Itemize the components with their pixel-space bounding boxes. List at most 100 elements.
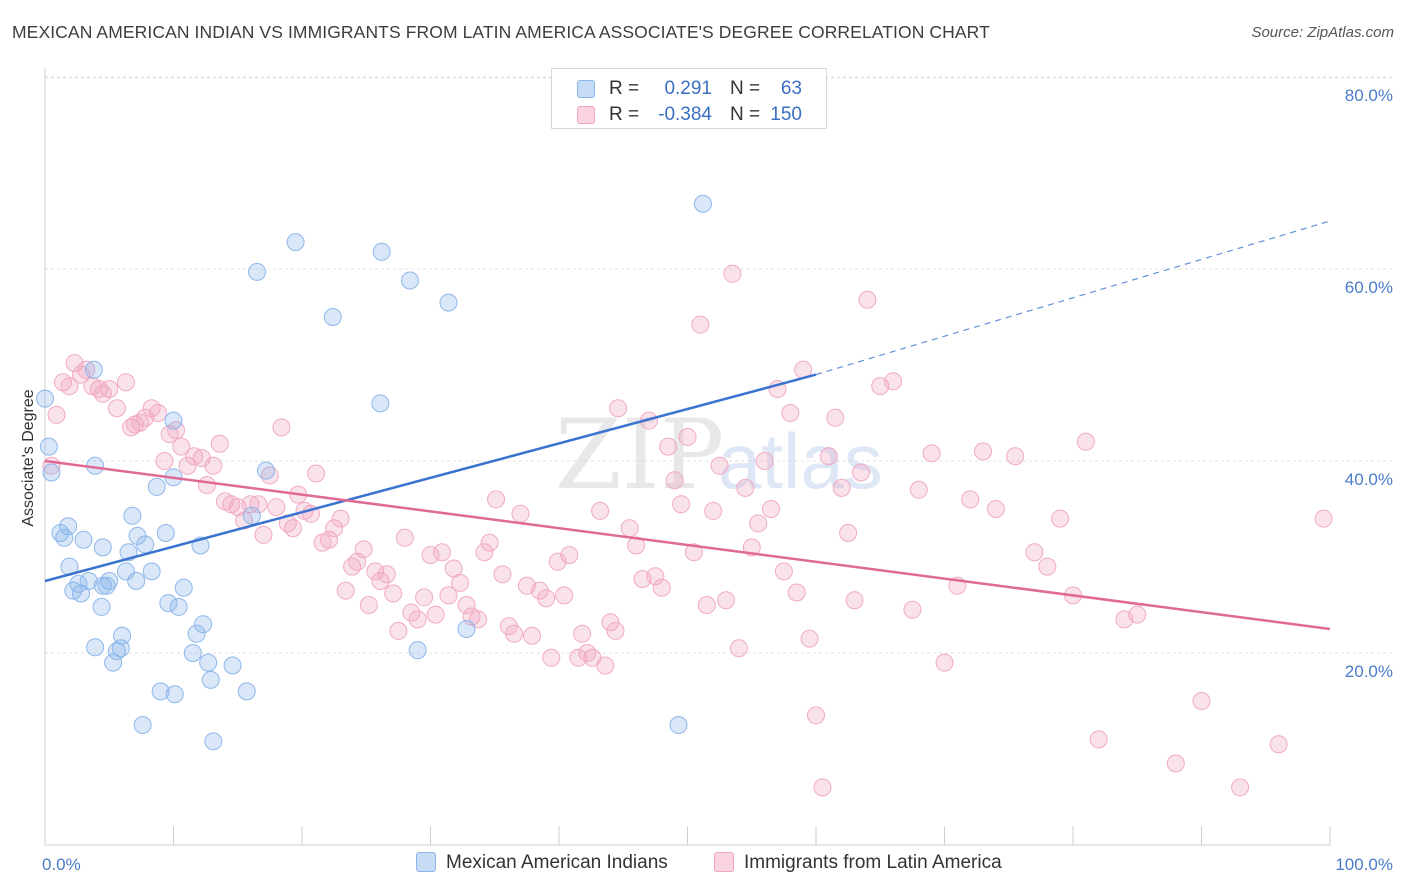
data-point bbox=[986, 500, 1005, 518]
data-point bbox=[47, 405, 66, 424]
data-point bbox=[249, 495, 268, 514]
correlation-legend: R = 0.291 N = 63 R = -0.384 N = 150 bbox=[551, 68, 827, 129]
data-point bbox=[511, 504, 530, 523]
data-point bbox=[832, 478, 851, 497]
data-point bbox=[609, 399, 628, 418]
data-point bbox=[426, 605, 445, 624]
data-point bbox=[560, 546, 579, 565]
data-point bbox=[1089, 730, 1108, 749]
data-point bbox=[669, 716, 688, 734]
legend-n-value: 63 bbox=[780, 78, 802, 99]
data-point bbox=[1166, 754, 1185, 773]
legend-swatch-pink bbox=[714, 852, 734, 872]
data-point bbox=[601, 613, 620, 632]
data-point bbox=[548, 552, 567, 571]
watermark: ZIP atlas bbox=[555, 399, 883, 511]
data-point bbox=[371, 394, 390, 413]
legend-n-label: N = bbox=[730, 78, 761, 99]
data-point bbox=[505, 624, 524, 643]
data-point bbox=[439, 586, 458, 605]
data-point bbox=[372, 242, 391, 261]
trend-lines bbox=[44, 220, 1331, 631]
data-point bbox=[762, 500, 781, 518]
data-point bbox=[79, 572, 98, 590]
data-point bbox=[1051, 509, 1070, 528]
legend-r-label: R = bbox=[609, 104, 640, 125]
data-point bbox=[93, 538, 112, 557]
data-point bbox=[331, 509, 350, 528]
data-point bbox=[164, 411, 183, 430]
data-point bbox=[697, 596, 716, 614]
data-point bbox=[159, 594, 178, 613]
legend-n-label: N = bbox=[730, 104, 761, 125]
data-point bbox=[596, 656, 615, 675]
watermark-zip: ZIP bbox=[555, 399, 724, 511]
data-point bbox=[133, 716, 152, 734]
trend-line-blue-projection bbox=[815, 220, 1331, 376]
data-point bbox=[573, 624, 592, 643]
data-point bbox=[39, 437, 58, 456]
data-point bbox=[819, 447, 838, 466]
data-point bbox=[272, 418, 291, 437]
data-point bbox=[749, 514, 768, 533]
data-point bbox=[319, 530, 338, 549]
data-point bbox=[961, 490, 980, 509]
data-point bbox=[800, 629, 819, 648]
data-point bbox=[627, 536, 646, 555]
data-point bbox=[194, 615, 213, 634]
data-point bbox=[325, 519, 344, 538]
series-immigrants-points bbox=[42, 264, 1333, 797]
data-point bbox=[377, 565, 396, 584]
y-tick-labels: 20.0% 40.0% 60.0% 80.0% bbox=[1345, 86, 1393, 681]
data-point bbox=[439, 293, 458, 312]
data-point bbox=[569, 648, 588, 667]
data-point bbox=[354, 540, 373, 559]
data-point bbox=[537, 589, 556, 608]
data-point bbox=[100, 380, 119, 398]
data-point bbox=[60, 377, 79, 396]
data-point bbox=[371, 572, 390, 590]
data-point bbox=[267, 498, 286, 517]
data-point bbox=[59, 517, 78, 536]
data-point bbox=[187, 624, 206, 643]
data-point bbox=[286, 233, 305, 252]
data-point bbox=[652, 578, 671, 597]
data-point bbox=[284, 519, 303, 538]
data-point bbox=[201, 670, 220, 689]
data-point bbox=[1006, 447, 1025, 466]
data-point bbox=[457, 620, 476, 638]
data-point bbox=[487, 490, 506, 509]
source-label: Source: ZipAtlas.com bbox=[1251, 24, 1394, 41]
data-point bbox=[155, 452, 174, 470]
y-axis-label: Associate's Degree bbox=[20, 389, 37, 526]
data-point bbox=[204, 456, 223, 475]
data-point bbox=[736, 478, 755, 497]
data-point bbox=[620, 519, 639, 538]
data-point bbox=[147, 477, 166, 496]
data-point bbox=[591, 501, 610, 520]
data-point bbox=[542, 648, 561, 667]
data-point bbox=[1269, 735, 1288, 754]
data-point bbox=[672, 495, 691, 514]
data-point bbox=[92, 597, 111, 616]
data-point bbox=[366, 562, 385, 581]
trend-line-blue bbox=[44, 373, 817, 583]
data-point bbox=[65, 354, 84, 373]
data-point bbox=[693, 194, 712, 213]
data-point bbox=[400, 271, 419, 290]
data-point bbox=[254, 525, 273, 544]
data-point bbox=[248, 262, 267, 281]
legend-r-value: 0.291 bbox=[664, 78, 712, 99]
data-point bbox=[113, 626, 132, 645]
data-point bbox=[100, 572, 119, 590]
x-tick-label: 0.0% bbox=[42, 855, 81, 874]
series-mexican-american-indians-points bbox=[36, 194, 712, 751]
axes bbox=[44, 68, 1331, 846]
data-point bbox=[241, 495, 260, 514]
y-tick-label: 60.0% bbox=[1345, 278, 1393, 297]
data-point bbox=[257, 461, 276, 480]
data-point bbox=[237, 682, 256, 701]
data-point bbox=[787, 583, 806, 602]
data-point bbox=[1038, 557, 1057, 576]
data-point bbox=[178, 456, 197, 475]
